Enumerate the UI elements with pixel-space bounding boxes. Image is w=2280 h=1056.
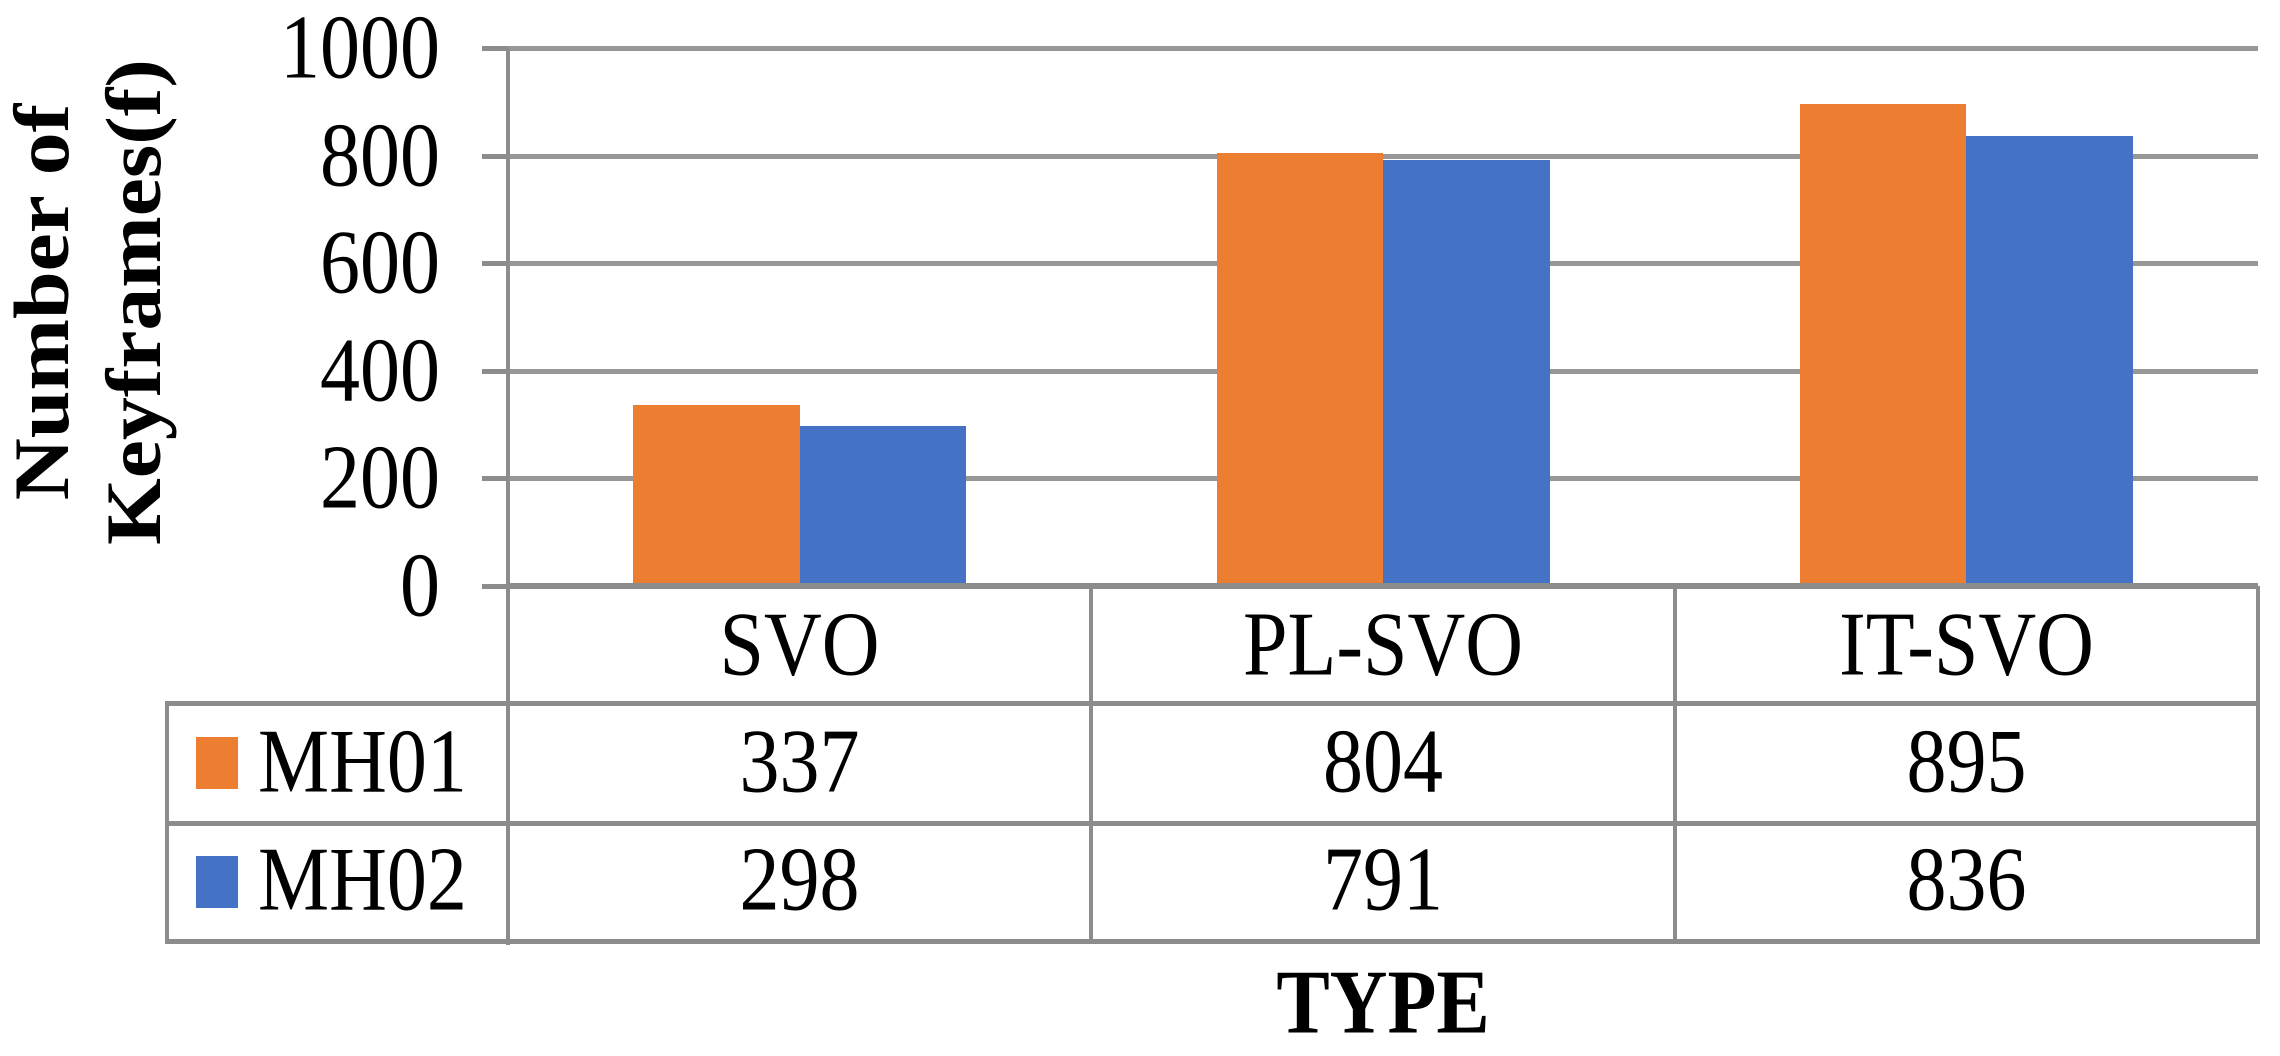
y-tick-label-0: 0 — [400, 535, 440, 636]
table-value-mh01-it-svo: 895 — [1906, 711, 2027, 812]
bar-mh01-it-svo — [1799, 104, 1967, 586]
bar-mh01-svo — [633, 404, 800, 586]
x-axis-line — [508, 583, 2258, 589]
y-tick-label-400: 400 — [320, 320, 440, 421]
bar-mh02-it-svo — [1966, 136, 2133, 586]
y-tick-mark-400 — [482, 368, 508, 374]
y-axis-title-line1: Number of — [0, 103, 85, 501]
table-value-mh01-svo: 337 — [739, 711, 860, 812]
category-label-svo: SVO — [719, 594, 880, 695]
table-line-bottom — [165, 939, 2260, 944]
table-line-row2-bottom — [165, 821, 2260, 826]
table-value-mh02-pl-svo: 791 — [1323, 829, 1443, 930]
gridline-800 — [508, 153, 2258, 159]
legend-label-mh02: MH02 — [258, 829, 467, 930]
y-tick-mark-600 — [482, 261, 508, 267]
table-value-mh02-svo: 298 — [739, 829, 860, 930]
y-tick-label-200: 200 — [320, 427, 440, 528]
legend-label-mh01: MH01 — [258, 711, 467, 812]
table-line-row1-bottom — [165, 701, 2260, 706]
table-border-left — [165, 701, 169, 943]
table-border-right — [2256, 586, 2260, 943]
table-separator-2 — [1673, 586, 1677, 943]
table-separator-1 — [1089, 586, 1093, 943]
y-tick-mark-1000 — [482, 46, 508, 51]
gridline-1000 — [508, 46, 2258, 51]
x-axis-title: TYPE — [1276, 952, 1490, 1053]
table-value-mh02-it-svo: 836 — [1906, 829, 2027, 930]
legend-swatch-mh02 — [196, 856, 238, 908]
y-tick-label-800: 800 — [320, 105, 440, 206]
category-label-it-svo: IT-SVO — [1839, 594, 2094, 695]
bar-mh02-pl-svo — [1383, 160, 1550, 586]
y-tick-label-1000: 1000 — [280, 0, 440, 98]
y-axis-line — [506, 48, 510, 945]
legend-swatch-mh01 — [196, 737, 238, 789]
bar-mh01-pl-svo — [1216, 153, 1383, 586]
y-tick-mark-0 — [482, 584, 508, 589]
y-tick-label-600: 600 — [320, 212, 440, 313]
bar-mh02-svo — [799, 425, 967, 586]
y-tick-mark-800 — [482, 153, 508, 159]
y-tick-mark-200 — [482, 476, 508, 482]
category-label-pl-svo: PL-SVO — [1242, 594, 1524, 695]
table-value-mh01-pl-svo: 804 — [1323, 711, 1443, 812]
